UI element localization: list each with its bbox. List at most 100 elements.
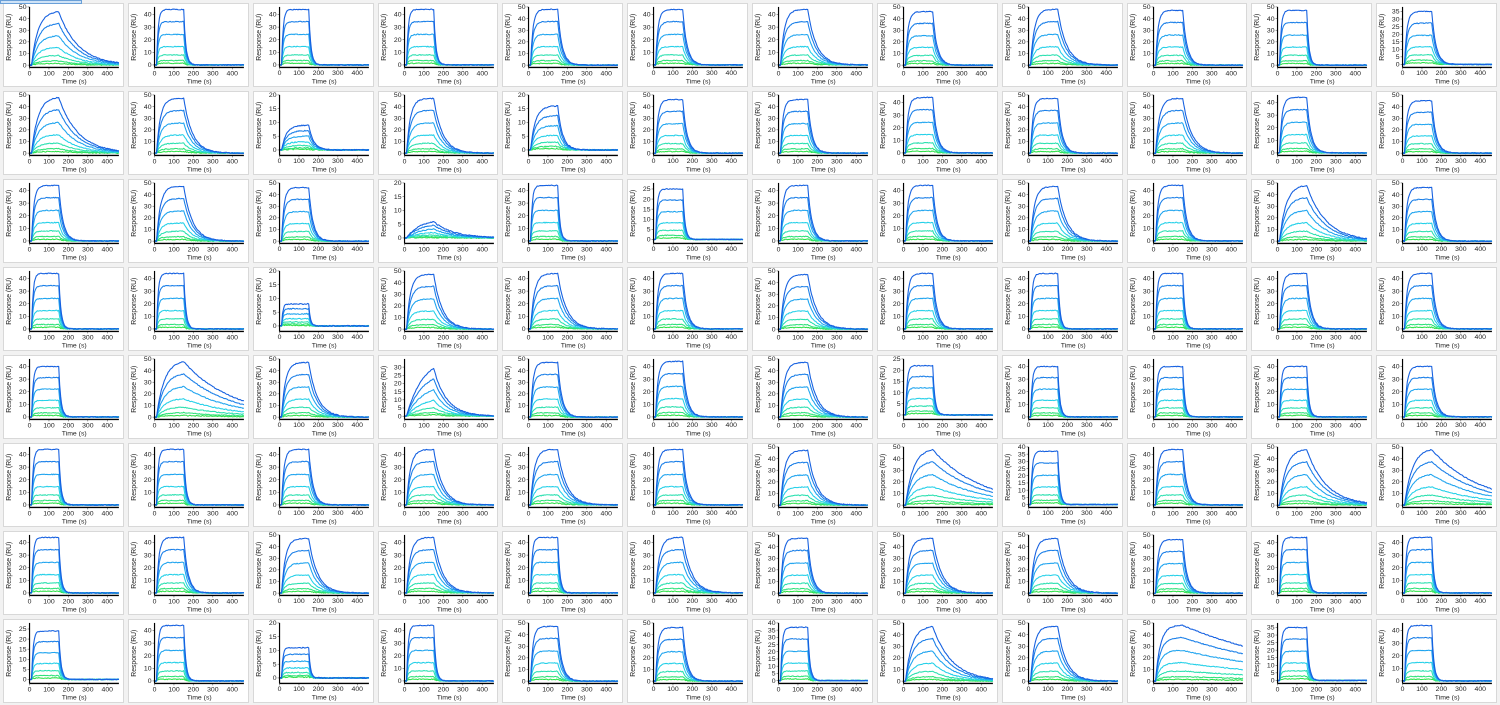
y-tick-label: 50	[1392, 92, 1400, 99]
x-tick-label: 200	[63, 70, 75, 77]
y-axis-label: Response (RU)	[1379, 190, 1386, 237]
series-line	[528, 20, 619, 67]
x-tick-label: 200	[63, 686, 75, 693]
y-axis-label: Response (RU)	[630, 366, 637, 413]
sensorgram-panel: 0 5 10 15 20 25 30 35 0 100 200 300 400 Time (s) Respo…	[1376, 3, 1497, 87]
y-tick-label: 40	[144, 628, 152, 635]
series-line	[1402, 198, 1493, 243]
x-tick-label: 100	[43, 686, 55, 693]
x-tick-label: 300	[457, 598, 469, 605]
y-tick-label: 10	[518, 578, 526, 585]
y-tick-label: 0	[647, 237, 651, 244]
x-axis-label: Time (s)	[311, 255, 336, 262]
x-tick-label: 100	[917, 334, 929, 341]
series-line	[29, 365, 120, 418]
y-tick-label: 10	[768, 315, 776, 322]
x-tick-label: 200	[936, 686, 948, 693]
y-tick-label: 40	[643, 104, 651, 111]
series-line	[279, 124, 369, 152]
series-line	[1028, 625, 1118, 683]
y-tick-label: 10	[893, 491, 901, 498]
y-axis-label: Response (RU)	[6, 542, 13, 589]
x-tick-label: 300	[332, 158, 344, 165]
x-tick-label: 300	[831, 422, 843, 429]
series-line	[1277, 662, 1368, 682]
x-tick-label: 0	[1151, 158, 1155, 165]
y-tick-label: 0	[772, 326, 776, 333]
y-tick-label: 10	[893, 138, 901, 145]
y-tick-label: 40	[1018, 192, 1026, 199]
y-tick-label: 0	[23, 326, 27, 333]
y-tick-label: 0	[23, 502, 27, 509]
sensorgram-panel: 0 10 20 30 40 50 0 100 200 300 400 Time (s) Response…	[1126, 619, 1248, 703]
x-axis-label: Time (s)	[187, 255, 212, 262]
y-tick-label: 0	[23, 62, 27, 69]
x-tick-label: 400	[226, 334, 238, 341]
y-tick-label: 40	[144, 104, 152, 111]
x-tick-label: 300	[831, 246, 843, 253]
x-tick-label: 0	[652, 334, 656, 341]
x-tick-label: 100	[1042, 70, 1054, 77]
x-tick-label: 400	[102, 422, 114, 429]
x-tick-label: 300	[332, 598, 344, 605]
y-tick-label: 40	[893, 456, 901, 463]
x-axis-label: Time (s)	[62, 343, 87, 350]
sensorgram-panel: 0 10 20 30 40 50 0 100 200 300 400 Time (s) Response…	[252, 355, 374, 439]
y-tick-label: 20	[768, 213, 776, 220]
x-tick-label: 400	[476, 686, 488, 693]
x-tick-label: 400	[476, 598, 488, 605]
y-tick-label: 0	[647, 62, 651, 69]
y-tick-label: 40	[1267, 276, 1275, 283]
x-tick-label: 0	[1026, 598, 1030, 605]
series-line	[1028, 549, 1118, 595]
y-axis-label: Response (RU)	[1254, 366, 1261, 413]
y-tick-label: 20	[1267, 39, 1275, 46]
series-line	[903, 502, 994, 506]
x-tick-label: 400	[726, 246, 738, 253]
x-tick-label: 400	[1100, 70, 1112, 77]
y-tick-label: 0	[647, 678, 651, 685]
y-tick-label: 10	[1142, 314, 1150, 321]
series-line	[903, 272, 993, 330]
y-tick-label: 20	[393, 477, 401, 484]
x-tick-label: 100	[293, 422, 305, 429]
series-line	[778, 110, 868, 155]
x-axis-label: Time (s)	[436, 255, 461, 262]
x-tick-label: 200	[1186, 510, 1198, 517]
y-tick-label: 0	[772, 238, 776, 245]
x-tick-label: 200	[312, 70, 324, 77]
series-line	[903, 537, 993, 594]
series-line	[1028, 462, 1118, 506]
y-tick-label: 20	[1267, 647, 1275, 654]
y-tick-label: 20	[144, 565, 152, 572]
y-tick-label: 50	[1142, 92, 1150, 99]
y-axis-label: Response (RU)	[256, 454, 263, 501]
y-tick-label: 5	[23, 667, 27, 674]
x-tick-label: 100	[1167, 598, 1179, 605]
y-tick-label: 10	[768, 579, 776, 586]
x-tick-label: 300	[956, 598, 968, 605]
x-tick-label: 400	[476, 422, 488, 429]
x-tick-label: 200	[687, 246, 699, 253]
y-tick-label: 10	[1142, 667, 1150, 674]
y-tick-label: 30	[1267, 288, 1275, 295]
y-tick-label: 30	[893, 467, 901, 474]
y-tick-label: 40	[768, 188, 776, 195]
y-tick-label: 10	[518, 490, 526, 497]
sensorgram-panel: 0 10 20 30 40 0 100 200 300 400 Time (s) Response (…	[1251, 267, 1373, 351]
x-tick-label: 0	[901, 70, 905, 77]
x-tick-label: 200	[437, 598, 449, 605]
y-tick-label: 30	[768, 115, 776, 122]
y-tick-label: 30	[1142, 643, 1150, 650]
y-tick-label: 10	[144, 666, 152, 673]
y-tick-label: 40	[1142, 104, 1150, 111]
x-tick-label: 200	[312, 158, 324, 165]
y-tick-label: 0	[148, 150, 152, 157]
y-tick-label: 20	[643, 127, 651, 134]
